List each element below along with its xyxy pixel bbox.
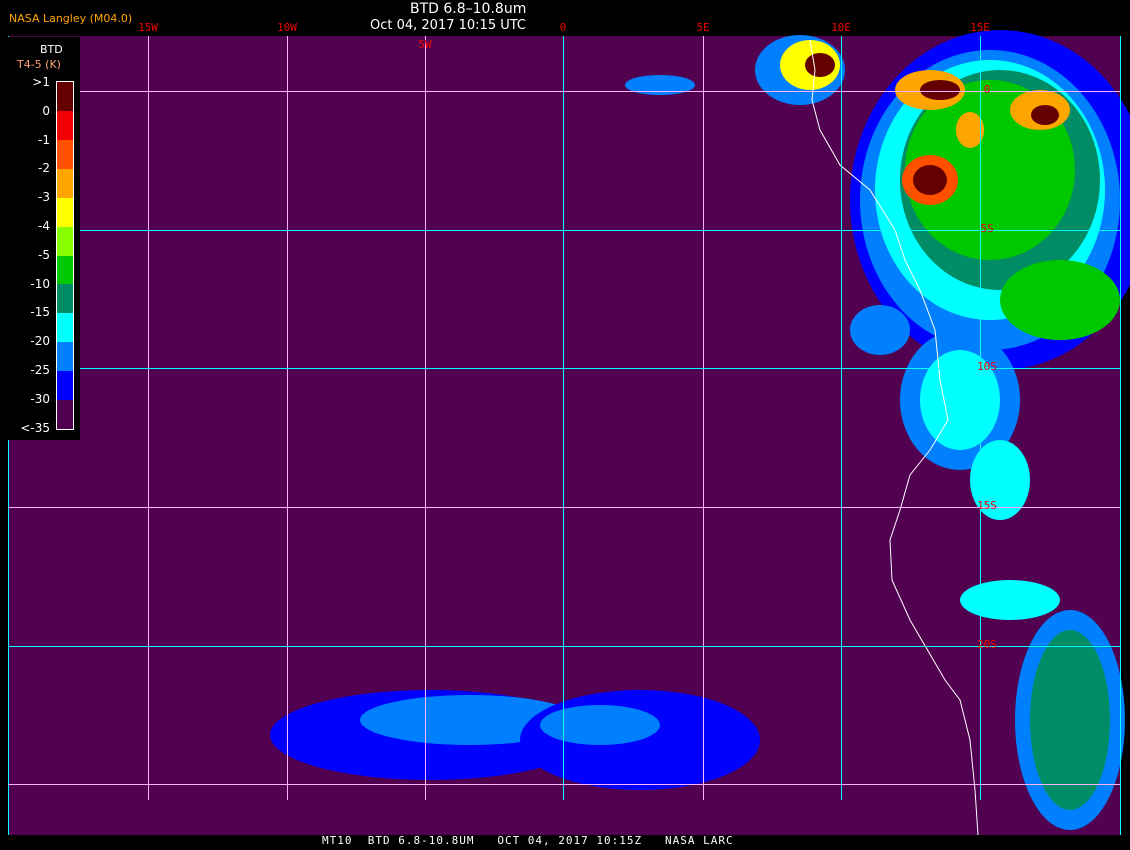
- longitude-label: 15W: [138, 21, 158, 34]
- cloud-blob: [1031, 105, 1059, 125]
- legend-swatch: [57, 284, 73, 314]
- longitude-label: 5W: [418, 38, 432, 51]
- longitude-label: 10W: [277, 21, 297, 34]
- longitude-label: 0: [559, 21, 567, 34]
- latitude-label: 0: [983, 83, 991, 96]
- legend-tick-label: -25: [30, 363, 50, 377]
- legend-tick-label: -1: [38, 132, 50, 147]
- legend-swatch: [57, 313, 73, 343]
- legend-colorbar: [56, 81, 74, 430]
- legend-swatch: [57, 139, 73, 169]
- cloud-blob: [920, 80, 960, 100]
- legend-tick-label: -30: [30, 391, 50, 406]
- legend-tick-label: -20: [30, 334, 50, 349]
- legend-tick-label: -15: [30, 305, 50, 320]
- latitude-label: 15S: [977, 499, 997, 512]
- latitude-label: 20S: [977, 638, 997, 651]
- cloud-blob: [1030, 630, 1110, 810]
- legend-tick-label: -10: [30, 276, 50, 291]
- legend-tick-label: -4: [38, 219, 50, 233]
- cloud-blob: [970, 440, 1030, 520]
- legend-tick-label: >1: [32, 75, 50, 89]
- legend-swatch: [57, 342, 73, 372]
- cloud-field: [270, 30, 1130, 830]
- cloud-blob: [520, 690, 760, 790]
- cloud-blob: [805, 53, 835, 77]
- footer-caption: MT10 BTD 6.8-10.8UM OCT 04, 2017 10:15Z …: [322, 834, 734, 847]
- legend-tick-label: -3: [38, 190, 50, 205]
- cloud-blob: [956, 112, 984, 148]
- longitude-label: 5E: [696, 21, 710, 34]
- legend-swatch: [57, 82, 73, 111]
- legend-unit: T4-5 (K): [17, 58, 61, 71]
- legend-tick-label: -5: [38, 247, 50, 262]
- legend-swatch: [57, 371, 73, 401]
- cloud-blob: [540, 705, 660, 745]
- cloud-blob: [625, 75, 695, 95]
- legend-swatch: [57, 197, 73, 227]
- legend-tick-label: -2: [38, 161, 50, 176]
- legend-title: BTD: [40, 43, 63, 56]
- cloud-blob: [913, 165, 947, 195]
- latitude-label: 10S: [977, 360, 997, 373]
- lat-lon-grid: [8, 36, 1121, 835]
- legend-swatch: [57, 255, 73, 285]
- legend-swatch: [57, 168, 73, 198]
- legend-tick-label: 0: [42, 103, 50, 118]
- legend-tick-label: <-35: [20, 420, 50, 435]
- legend-swatch: [57, 400, 73, 430]
- coastline: [809, 39, 979, 836]
- cloud-blob: [1000, 260, 1120, 340]
- longitude-label: 10E: [831, 21, 851, 34]
- legend-swatch: [57, 226, 73, 256]
- product-title: BTD 6.8–10.8um: [410, 1, 527, 17]
- credit-label: NASA Langley (M04.0): [9, 12, 133, 25]
- latitude-label: 5S: [980, 222, 994, 235]
- longitude-label: 15E: [970, 21, 990, 34]
- cloud-blob: [850, 305, 910, 355]
- timestamp: Oct 04, 2017 10:15 UTC: [370, 18, 526, 33]
- legend-swatch: [57, 110, 73, 140]
- cloud-blob: [960, 580, 1060, 620]
